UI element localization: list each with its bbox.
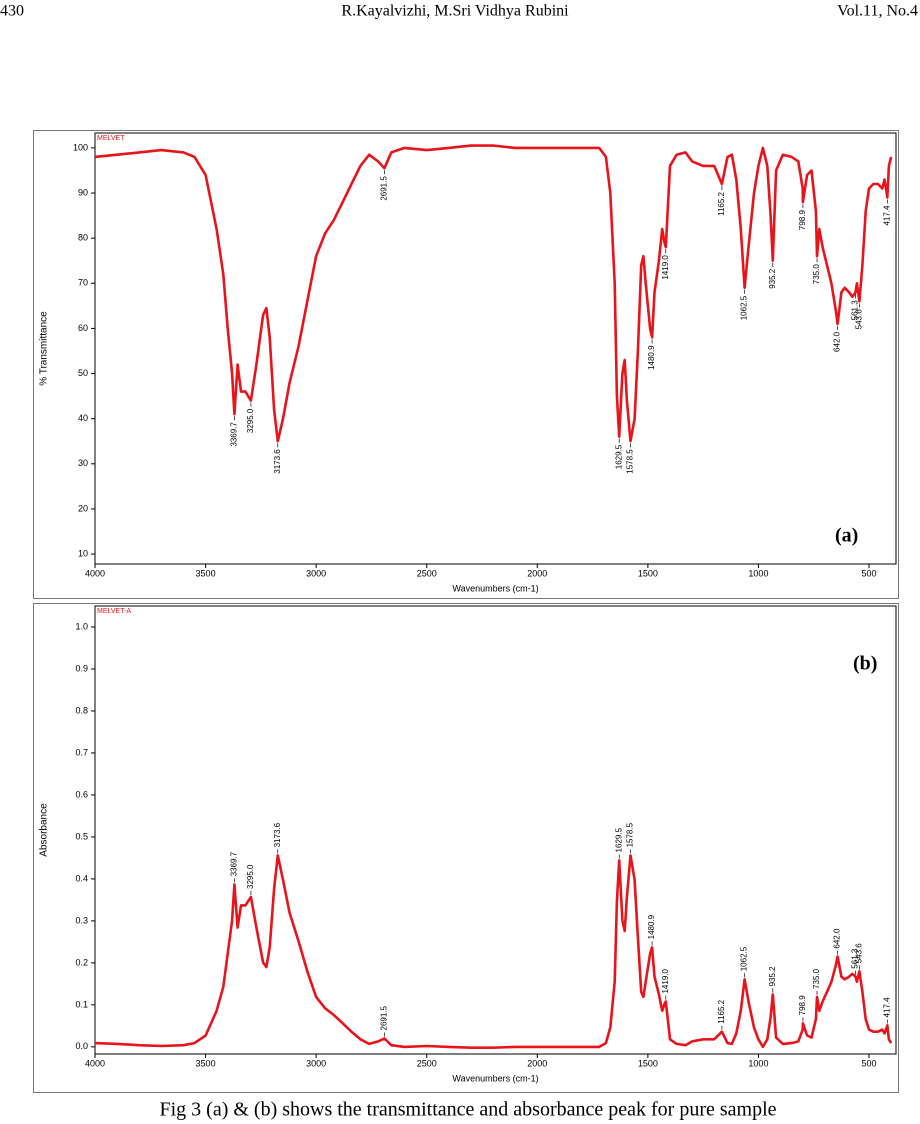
y-tick-label: 0.1 [75, 999, 88, 1009]
x-tick-label: 2500 [417, 568, 437, 578]
x-axis-label: Wavenumbers (cm-1) [452, 583, 538, 593]
x-tick-label: 1000 [748, 568, 768, 578]
peak-label: 2691.5 [379, 1005, 388, 1030]
y-tick-label: 0.0 [75, 1041, 88, 1051]
y-tick-label: 100 [73, 142, 88, 152]
running-authors: R.Kayalvizhi, M.Sri Vidhya Rubini [341, 3, 569, 20]
peak-label: 1480.9 [647, 914, 656, 939]
peak-label: 798.9 [798, 210, 807, 231]
peak-label: 1165.2 [717, 999, 726, 1023]
x-tick-label: 4000 [85, 1058, 105, 1068]
x-tick-label: 1000 [748, 1058, 768, 1068]
y-tick-label: 0.5 [75, 831, 88, 841]
peak-label: 3369.7 [229, 422, 238, 447]
plot-area [94, 605, 897, 1055]
peak-label: 1578.5 [626, 822, 635, 847]
x-tick-label: 3000 [306, 568, 326, 578]
sample-name: MELVET-A [97, 608, 131, 615]
x-tick-label: 2500 [417, 1058, 437, 1068]
peak-label: 935.2 [768, 268, 777, 289]
y-tick-label: 90 [78, 187, 88, 197]
peak-label: 2691.5 [379, 176, 388, 201]
panel-label: (a) [835, 525, 858, 547]
peak-label: 1629.5 [614, 827, 623, 852]
peak-label: 417.4 [882, 205, 891, 226]
y-tick-label: 0.9 [75, 663, 88, 673]
y-tick-label: 20 [78, 503, 88, 513]
peak-label: 3173.6 [273, 822, 282, 847]
y-tick-label: 0.8 [75, 705, 88, 715]
y-tick-label: 1.0 [75, 621, 88, 631]
peak-label: 561.3 [851, 300, 860, 321]
plot-area [94, 132, 897, 565]
y-axis-label: Absorbance [39, 803, 50, 857]
spectrum-line [94, 144, 893, 443]
y-tick-label: 0.2 [75, 957, 88, 967]
figure-caption: Fig 3 (a) & (b) shows the transmittance … [159, 1099, 776, 1121]
peak-label: 935.2 [768, 966, 777, 987]
peak-label: 3173.6 [273, 449, 282, 474]
x-tick-label: 2000 [527, 568, 547, 578]
y-tick-label: 0.3 [75, 915, 88, 925]
x-tick-label: 1500 [638, 1058, 658, 1068]
running-volume: Vol.11, No.4 [837, 3, 918, 20]
peak-label: 543.6 [854, 309, 863, 330]
y-tick-label: 80 [78, 233, 88, 243]
peak-label: 1062.5 [740, 295, 749, 320]
peak-label: 3295.0 [246, 408, 255, 433]
peak-label: 735.0 [812, 264, 821, 285]
y-tick-label: 70 [78, 278, 88, 288]
figure-frame [33, 603, 899, 1093]
x-tick-label: 3000 [306, 1058, 326, 1068]
y-tick-label: 0.4 [75, 873, 88, 883]
peak-label: 1578.5 [626, 449, 635, 474]
peak-label: 543.6 [854, 943, 863, 964]
spectrum-line [94, 854, 893, 1049]
panel-label: (b) [853, 653, 877, 675]
figure-frame [33, 130, 899, 599]
x-tick-label: 4000 [85, 568, 105, 578]
peak-label: 798.9 [798, 995, 807, 1016]
peak-label: 735.0 [812, 968, 821, 989]
y-tick-label: 10 [78, 548, 88, 558]
peak-label: 642.0 [833, 331, 842, 352]
x-tick-label: 500 [862, 1058, 877, 1068]
peak-label: 1480.9 [647, 345, 656, 370]
sample-name: MELVET [97, 135, 125, 142]
peak-label: 642.0 [833, 928, 842, 949]
x-tick-label: 1500 [638, 568, 658, 578]
x-axis-label: Wavenumbers (cm-1) [452, 1073, 538, 1083]
x-tick-label: 3500 [196, 568, 216, 578]
peak-label: 1419.0 [661, 255, 670, 280]
peak-label: 1062.5 [740, 946, 749, 971]
y-tick-label: 60 [78, 323, 88, 333]
peak-label: 1419.0 [661, 968, 670, 993]
peak-label: 1629.5 [614, 444, 623, 469]
y-tick-label: 30 [78, 458, 88, 468]
y-axis-label: % Transmittance [39, 311, 50, 386]
peak-label: 1165.2 [717, 191, 726, 215]
y-tick-label: 0.7 [75, 747, 88, 757]
y-tick-label: 40 [78, 413, 88, 423]
y-tick-label: 0.6 [75, 789, 88, 799]
x-tick-label: 2000 [527, 1058, 547, 1068]
peak-label: 561.3 [851, 948, 860, 969]
y-tick-label: 50 [78, 368, 88, 378]
x-tick-label: 3500 [196, 1058, 216, 1068]
peak-label: 3295.0 [246, 864, 255, 889]
peak-label: 3369.7 [229, 851, 238, 876]
page-number: 430 [0, 3, 24, 20]
peak-label: 417.4 [882, 997, 891, 1018]
x-tick-label: 500 [862, 568, 877, 578]
